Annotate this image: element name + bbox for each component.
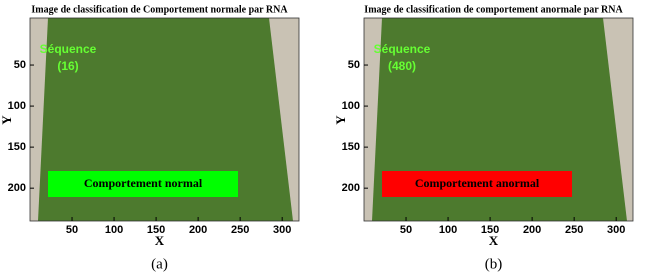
panel-title: Image de classification de comportement … [364, 4, 623, 15]
y-tick-label: 100 [342, 100, 360, 112]
panel: Image de classification de comportement … [333, 4, 633, 272]
x-tick-label: 100 [439, 224, 457, 236]
x-tick-label: 300 [607, 224, 625, 236]
status-label: Comportement normal [84, 176, 203, 190]
y-axis-label: Y [0, 115, 14, 125]
x-tick-label: 250 [565, 224, 583, 236]
panel: Image de classification de Comportement … [0, 4, 299, 272]
x-axis-label: X [489, 233, 499, 248]
y-tick-label: 150 [342, 141, 360, 153]
x-tick-label: 300 [273, 224, 291, 236]
figure: Image de classification de Comportement … [0, 0, 650, 275]
x-tick-label: 200 [189, 224, 207, 236]
x-tick-label: 50 [66, 224, 78, 236]
caption: (a) [151, 256, 168, 272]
y-tick-label: 50 [348, 59, 360, 71]
sequence-label: Séquence [40, 42, 97, 56]
y-tick-label: 50 [14, 59, 26, 71]
y-tick-label: 200 [8, 182, 26, 194]
y-axis-label: Y [333, 115, 348, 125]
x-axis-label: X [155, 233, 165, 248]
sequence-number: (480) [388, 59, 416, 73]
sequence-number: (16) [57, 59, 78, 73]
x-tick-label: 250 [231, 224, 249, 236]
sequence-label: Séquence [374, 42, 431, 56]
y-tick-label: 150 [8, 141, 26, 153]
y-tick-label: 200 [342, 182, 360, 194]
y-tick-label: 100 [8, 100, 26, 112]
x-tick-label: 200 [523, 224, 541, 236]
x-tick-label: 100 [105, 224, 123, 236]
x-tick-label: 50 [400, 224, 412, 236]
status-label: Comportement anormal [415, 176, 540, 190]
panel-title: Image de classification de Comportement … [31, 4, 288, 15]
caption: (b) [485, 256, 503, 272]
